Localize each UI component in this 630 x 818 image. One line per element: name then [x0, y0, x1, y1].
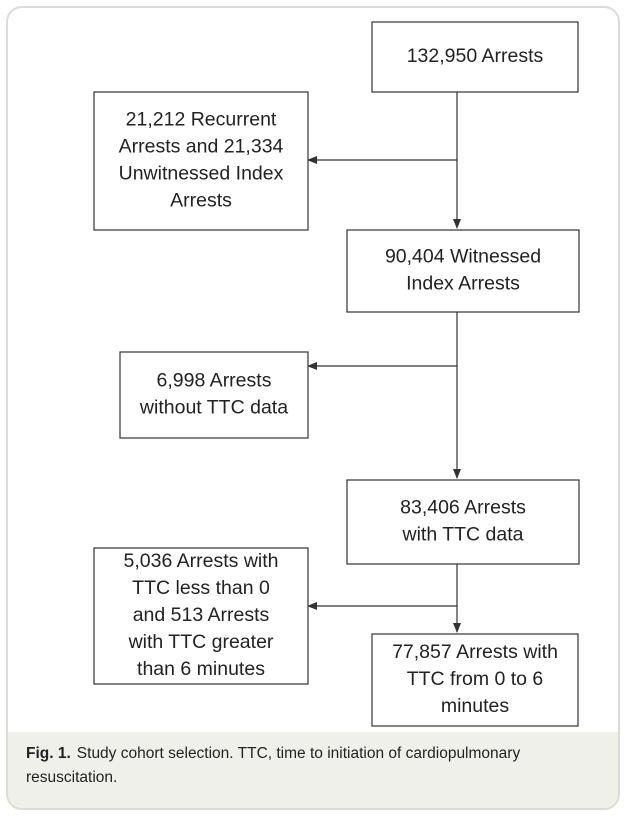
flow-box	[371, 633, 579, 727]
box-text: 90,404 Witnessed	[385, 246, 541, 268]
flow-box	[346, 229, 580, 313]
box-text: Arrests	[170, 190, 232, 212]
caption: Fig. 1. Study cohort selection. TTC, time…	[8, 732, 618, 808]
figure-panel: 132,950 Arrests 21,212 Recurrent Arrests a…	[6, 6, 620, 810]
caption-label: Fig. 1.	[26, 745, 71, 762]
box-text: Index Arrests	[406, 273, 520, 295]
box-text: 6,998 Arrests	[157, 370, 272, 392]
box-text: 132,950 Arrests	[407, 45, 544, 67]
box-text: TTC less than 0	[132, 577, 270, 599]
box-text: without TTC data	[139, 397, 288, 419]
caption-text: Study cohort selection. TTC, time to ini…	[26, 745, 521, 786]
box-text: with TTC greater	[128, 631, 274, 653]
flow-box	[93, 547, 309, 685]
box-text: and 513 Arrests	[133, 604, 270, 626]
box-text: 21,212 Recurrent	[126, 109, 277, 131]
flow-box	[371, 21, 579, 93]
flowchart: 132,950 Arrests 21,212 Recurrent Arrests a…	[93, 21, 580, 727]
box-text: 77,857 Arrests with	[392, 641, 558, 663]
flow-box	[93, 91, 309, 231]
box-text: minutes	[441, 695, 510, 717]
flow-box	[119, 351, 309, 439]
box-text: with TTC data	[401, 524, 523, 546]
flow-box	[346, 479, 580, 565]
box-text: than 6 minutes	[137, 658, 265, 680]
box-text: TTC from 0 to 6	[407, 668, 544, 690]
box-text: Arrests and 21,334	[119, 136, 284, 158]
box-text: 5,036 Arrests with	[124, 550, 279, 572]
box-text: 83,406 Arrests	[400, 497, 526, 519]
box-text: Unwitnessed Index	[119, 163, 284, 185]
